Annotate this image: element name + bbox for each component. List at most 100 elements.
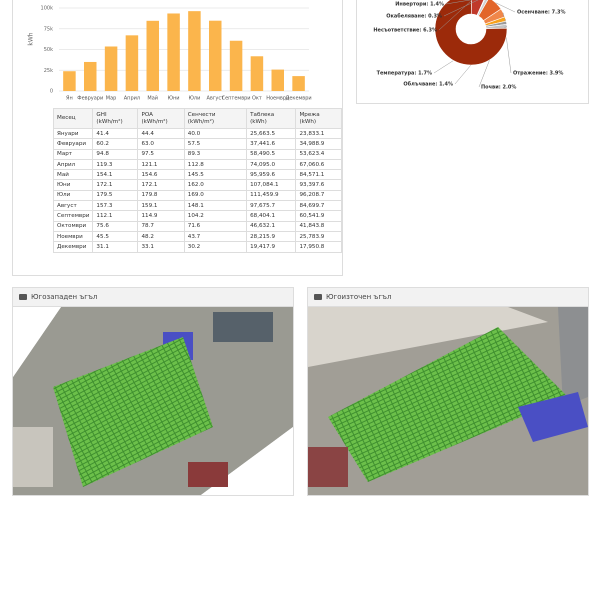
- x-tick-label: Декември: [285, 96, 311, 102]
- table-cell: Декември: [52, 241, 94, 253]
- table-row: Октомври 75.6 78.7 71.6 46,632.1 41,843.8: [52, 220, 342, 232]
- slice-label: Осенчване: 7.3%: [517, 10, 565, 16]
- table-row: Март 94.8 97.5 89.3 58,490.5 53,623.4: [52, 148, 342, 160]
- table-cell: 97,675.7: [246, 200, 297, 212]
- table-cell: 112.8: [183, 158, 248, 171]
- header-cell: GHI (kWh/m²): [92, 108, 139, 129]
- table-cell: 84,571.1: [295, 169, 342, 181]
- site-photo: [308, 307, 588, 495]
- header-cell: Таблека (kWh): [246, 108, 297, 129]
- bar: [209, 20, 222, 91]
- table-cell: 71.6: [183, 220, 248, 232]
- table-cell: 30.2: [183, 241, 248, 253]
- table-cell: 154.6: [137, 169, 185, 181]
- table-wrap: Месец GHI (kWh/m²) POA (kWh/m²) Сенчести (k…: [52, 108, 342, 253]
- table-cell: 114.9: [137, 210, 185, 222]
- table-cell: 84,699.7: [295, 200, 342, 212]
- loss-panel: Осенчване: 7.3% Отражение: 3.9% Почви: 2.0…: [356, 0, 589, 104]
- table-cell: 60,541.9: [295, 210, 342, 222]
- table-cell: 104.2: [183, 210, 248, 222]
- table-cell: 121.1: [137, 158, 185, 171]
- slice-label: Отражение: 3.9%: [513, 71, 563, 77]
- table-cell: 145.5: [183, 169, 248, 181]
- table-cell: Октомври: [52, 220, 94, 232]
- bar: [63, 71, 76, 91]
- table-cell: 97.5: [137, 148, 185, 160]
- table-cell: 169.0: [183, 189, 248, 202]
- table-cell: 60.2: [92, 138, 139, 150]
- slice-label: Окабеляване: 0.3%: [386, 13, 442, 20]
- table-cell: 179.8: [137, 189, 185, 202]
- x-tick-label: Юли: [188, 96, 200, 102]
- bar: [84, 61, 97, 91]
- y-tick-label: 25k: [44, 68, 53, 74]
- table-cell: Април: [52, 158, 94, 171]
- table-cell: 33.1: [137, 241, 185, 253]
- table-cell: 67,060.6: [295, 158, 342, 171]
- site-photo: [13, 307, 293, 495]
- slice-label: Инвертори: 1.4%: [395, 2, 444, 8]
- table-cell: 111,459.9: [246, 189, 297, 202]
- x-tick-label: Февруари: [77, 96, 103, 102]
- table-cell: 28,215.9: [246, 230, 297, 243]
- table-cell: 41,843.8: [295, 220, 342, 232]
- bar: [104, 46, 118, 91]
- table-cell: 159.1: [137, 200, 185, 212]
- table-row: Ноември 45.5 48.2 43.7 28,215.9 25,783.9: [52, 230, 342, 243]
- photo-panel: Югозападен ъгъл: [12, 287, 294, 496]
- table-cell: 46,632.1: [246, 220, 297, 232]
- x-tick-label: Ноември: [266, 96, 289, 102]
- table-row: Април 119.3 121.1 112.8 74,095.0 67,060.6: [52, 158, 342, 171]
- table-row: Декември 31.1 33.1 30.2 19,417.9 17,950.8: [52, 241, 342, 253]
- slice-label: Несъответствие: 6.3%: [373, 28, 437, 34]
- donut-slice: [476, 0, 489, 17]
- table-cell: 31.1: [92, 241, 139, 253]
- bar: [125, 35, 139, 91]
- donut-chart: Осенчване: 7.3% Отражение: 3.9% Почви: 2.0…: [373, 0, 565, 91]
- table-cell: 53,623.4: [295, 148, 342, 160]
- bar-chart: kWh 0 25k 50k 75k 100k Ян Февруари Мар Април Май Ю…: [28, 6, 312, 102]
- production-panel: kWh 0 25k 50k 75k 100k Ян Февруари Мар Април Май Ю…: [12, 0, 343, 276]
- table-cell: 93,397.6: [295, 179, 342, 191]
- bar: [167, 13, 180, 91]
- table-cell: Март: [52, 148, 94, 160]
- table-cell: Юни: [52, 179, 94, 191]
- table-cell: Май: [52, 169, 94, 181]
- donut-slice: [434, 0, 508, 66]
- x-tick-label: Април: [124, 96, 140, 102]
- table-row: Февруари 60.2 63.0 57.5 37,441.6 34,988.9: [52, 138, 342, 150]
- monthly-table: Месец GHI (kWh/m²) POA (kWh/m²) Сенчести (k…: [52, 108, 342, 253]
- leader-line: [495, 2, 516, 13]
- leader-line: [443, 0, 479, 17]
- table-cell: 157.3: [92, 200, 139, 212]
- table-cell: 107,084.1: [246, 179, 297, 191]
- table-cell: 95,959.6: [246, 169, 297, 181]
- table-header: Месец GHI (kWh/m²) POA (kWh/m²) Сенчести (k…: [52, 108, 342, 129]
- table-cell: 41.4: [92, 127, 139, 140]
- table-cell: 78.7: [137, 220, 185, 232]
- y-tick-label: 100k: [41, 6, 54, 12]
- table-cell: 119.3: [92, 158, 139, 171]
- table-row: Август 157.3 159.1 148.1 97,675.7 84,699.7: [52, 200, 342, 212]
- table-cell: Септември: [52, 210, 94, 222]
- photo-panel: Югоизточен ъгъл: [307, 287, 589, 496]
- table-cell: Февруари: [52, 138, 94, 150]
- leader-line: [438, 0, 473, 31]
- table-cell: 74,095.0: [246, 158, 297, 171]
- photo-header: Югозападен ъгъл: [13, 288, 293, 307]
- x-tick-label: Мар: [106, 96, 117, 102]
- table-cell: 63.0: [137, 138, 185, 150]
- y-tick-label: 50k: [44, 47, 53, 53]
- table-cell: 40.0: [183, 127, 248, 140]
- table-cell: 58,490.5: [246, 148, 297, 160]
- bar: [146, 20, 159, 92]
- slice-label: Почви: 2.0%: [481, 85, 516, 91]
- photo-header: Югоизточен ъгъл: [308, 288, 588, 307]
- table-cell: 179.5: [92, 189, 139, 202]
- table-cell: 23,833.1: [295, 127, 342, 140]
- y-axis-label: kWh: [28, 32, 35, 45]
- table-cell: 44.4: [137, 127, 185, 140]
- bar: [292, 76, 305, 91]
- table-cell: 112.1: [92, 210, 139, 222]
